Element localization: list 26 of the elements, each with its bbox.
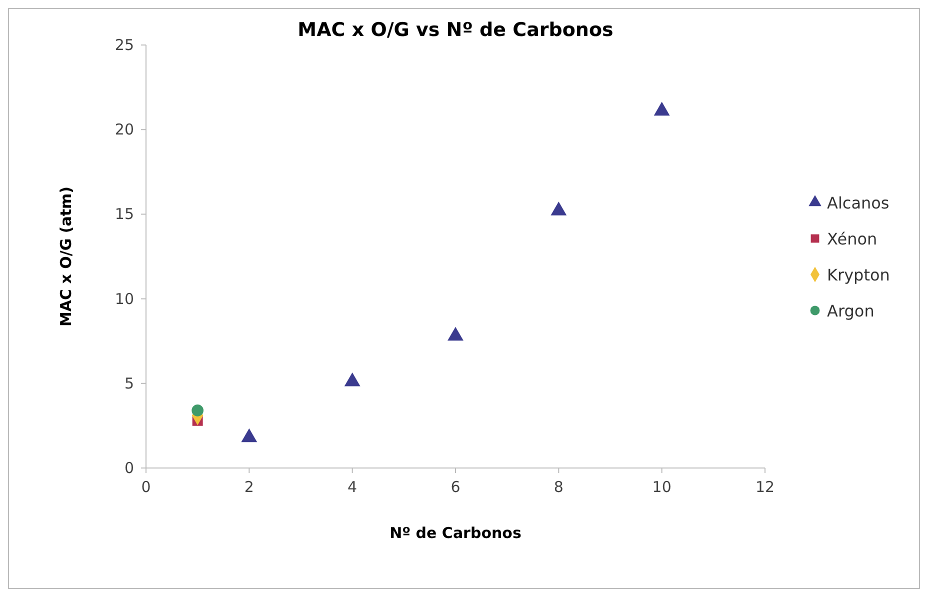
x-tick-label: 0 (141, 478, 151, 496)
legend-label: Xénon (827, 230, 878, 248)
y-tick-label: 0 (124, 459, 134, 477)
legend-label: Argon (827, 302, 874, 320)
y-axis-title: MAC x O/G (atm) (57, 186, 75, 327)
x-axis-title: Nº de Carbonos (390, 524, 522, 542)
point (448, 326, 464, 341)
x-tick-label: 12 (755, 478, 775, 496)
y-tick-label: 25 (114, 36, 134, 54)
x-tick-label: 8 (554, 478, 564, 496)
y-tick-label: 5 (124, 374, 134, 392)
point (241, 428, 258, 442)
legend-label: Alcanos (827, 194, 890, 212)
point (192, 404, 204, 416)
y-tick-label: 15 (114, 205, 134, 224)
point (654, 102, 670, 116)
y-tick-label: 20 (114, 120, 134, 139)
x-tick-label: 6 (450, 478, 460, 496)
legend-label: Krypton (827, 266, 890, 284)
x-tick-label: 2 (244, 478, 254, 496)
chart-title: MAC x O/G vs Nº de Carbonos (298, 19, 614, 41)
y-tick-label: 10 (114, 290, 134, 308)
x-tick-label: 10 (652, 478, 672, 496)
point (344, 372, 360, 386)
x-tick-label: 4 (348, 478, 358, 496)
point (550, 202, 567, 216)
